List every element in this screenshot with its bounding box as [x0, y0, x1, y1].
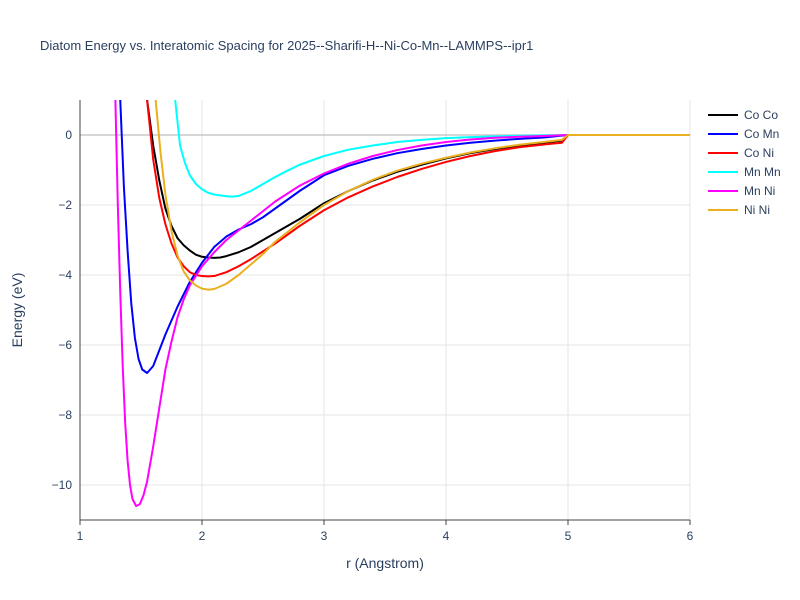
series-line-mn-ni — [114, 100, 690, 507]
axes: 1 2 3 4 5 6 0 −2 −4 −6 −8 −10 — [52, 100, 694, 543]
legend-item-co-co[interactable]: Co Co — [708, 108, 778, 122]
legend-label: Co Co — [744, 108, 778, 122]
legend-label: Co Ni — [744, 146, 774, 160]
grid — [80, 100, 691, 520]
y-tick-label: 0 — [65, 128, 72, 142]
x-axis-title: r (Angstrom) — [346, 555, 424, 571]
legend-item-co-mn[interactable]: Co Mn — [708, 127, 779, 141]
legend-label: Ni Ni — [744, 203, 770, 217]
y-tick-label: −8 — [58, 408, 72, 422]
x-tick-label: 4 — [443, 529, 450, 543]
legend-label: Mn Mn — [744, 165, 781, 179]
y-tick-label: −2 — [58, 198, 72, 212]
legend-item-mn-mn[interactable]: Mn Mn — [708, 165, 781, 179]
x-tick-label: 2 — [199, 529, 206, 543]
series-line-mn-mn — [174, 100, 690, 198]
x-tick-label: 1 — [77, 529, 84, 543]
legend-item-mn-ni[interactable]: Mn Ni — [708, 184, 775, 198]
legend-label: Co Mn — [744, 127, 779, 141]
x-tick-label: 6 — [687, 529, 694, 543]
chart-title: Diatom Energy vs. Interatomic Spacing fo… — [40, 38, 533, 53]
y-tick-label: −4 — [58, 268, 72, 282]
plot-area — [114, 100, 690, 507]
legend-item-ni-ni[interactable]: Ni Ni — [708, 203, 770, 217]
series-line-co-ni — [146, 100, 690, 278]
legend-label: Mn Ni — [744, 184, 775, 198]
series-line-ni-ni — [154, 100, 690, 291]
x-tick-label: 5 — [565, 529, 572, 543]
y-axis-title: Energy (eV) — [9, 273, 25, 348]
y-tick-label: −6 — [58, 338, 72, 352]
legend-item-co-ni[interactable]: Co Ni — [708, 146, 774, 160]
legend[interactable]: Co Co Co Mn Co Ni Mn Mn Mn Ni Ni Ni — [708, 108, 781, 217]
x-tick-label: 3 — [321, 529, 328, 543]
y-tick-label: −10 — [52, 478, 73, 492]
